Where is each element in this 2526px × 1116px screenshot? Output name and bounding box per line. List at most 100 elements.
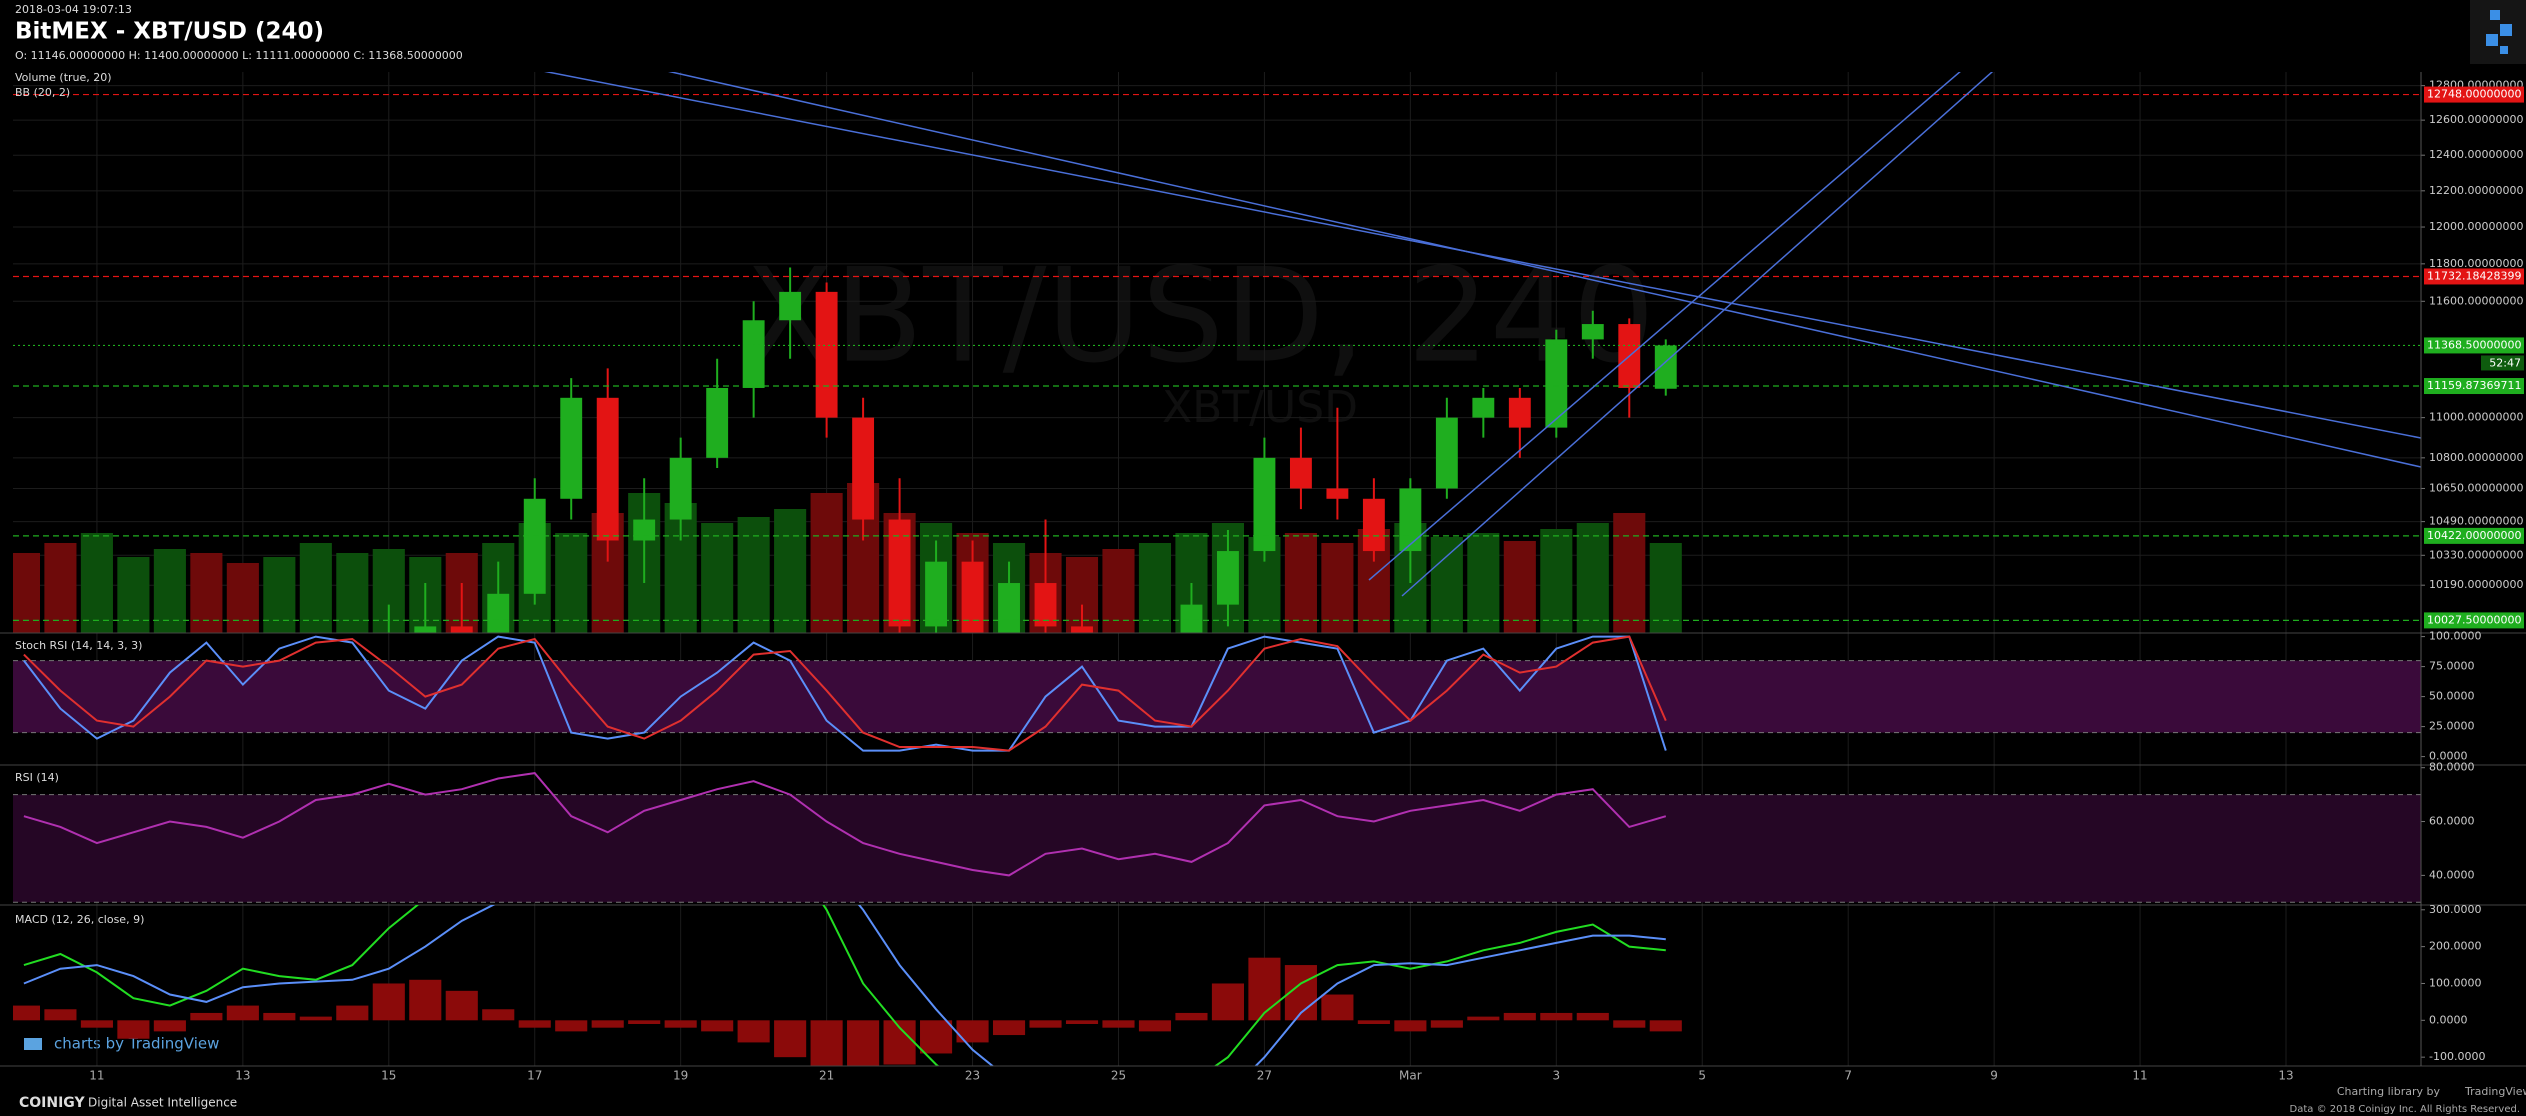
y-tick-label: 100.0000 [2429, 976, 2482, 989]
candle-body [706, 387, 729, 458]
volume-bar [1576, 523, 1609, 633]
y-tick-label: 11000.00000000 [2429, 411, 2523, 424]
brand: COINIGY [19, 1095, 85, 1111]
candle-body [1034, 583, 1057, 627]
volume-bar [555, 533, 588, 633]
library-name: TradingView [2464, 1085, 2526, 1098]
y-tick-label: 12600.00000000 [2429, 113, 2523, 126]
timestamp: 2018-03-04 19:07:13 [15, 3, 132, 16]
y-tick-label: 10650.00000000 [2429, 481, 2523, 494]
price-tag-label: 11368.50000000 [2427, 338, 2521, 351]
candle-body [1508, 397, 1531, 428]
panel-title: MACD (12, 26, close, 9) [15, 913, 144, 926]
price-tag [2424, 268, 2524, 285]
histogram-bar [336, 1005, 369, 1021]
volume-bar [1102, 549, 1135, 633]
countdown: 52:47 [2489, 356, 2521, 369]
candle-body [742, 320, 765, 388]
volume-bar [1649, 543, 1682, 633]
y-tick-label: -100.0000 [2429, 1050, 2485, 1063]
candle-body [815, 291, 838, 418]
histogram-bar [482, 1009, 515, 1021]
y-tick-label: 25.0000 [2429, 720, 2475, 733]
histogram-bar [518, 1020, 551, 1028]
histogram-bar [847, 1020, 880, 1066]
y-tick-label: 60.0000 [2429, 815, 2475, 828]
x-tick-label: 11 [2132, 1069, 2147, 1083]
histogram-bar [664, 1020, 697, 1028]
chart-title: BitMEX - XBT/USD (240) [15, 19, 324, 45]
histogram-bar [409, 979, 442, 1021]
price-tag [2424, 612, 2524, 629]
y-tick-label: 75.0000 [2429, 660, 2475, 673]
histogram-bar [628, 1020, 661, 1024]
candle-body [414, 626, 437, 633]
y-tick-label: 10800.00000000 [2429, 451, 2523, 464]
histogram-bar [44, 1009, 77, 1021]
candle-body [1217, 551, 1239, 605]
tv-credit: charts by TradingView [54, 1035, 219, 1053]
candle-body [1180, 604, 1203, 633]
candle-body [852, 417, 875, 520]
volume-bar [44, 543, 77, 633]
countdown-box [2481, 355, 2524, 371]
y-tick-label: 50.0000 [2429, 690, 2475, 703]
histogram-bar [774, 1020, 807, 1058]
x-tick-label: 21 [819, 1069, 834, 1083]
volume-bar [810, 493, 843, 633]
candle-body [560, 397, 583, 499]
histogram-bar [1357, 1020, 1390, 1024]
x-tick-label: 11 [89, 1069, 104, 1083]
price-tag-label: 12748.00000000 [2427, 88, 2521, 101]
y-tick-label: 200.0000 [2429, 940, 2482, 953]
volume-bar [226, 563, 259, 633]
volume-bar [336, 553, 369, 633]
x-tick-label: 17 [527, 1069, 542, 1083]
volume-bar [774, 509, 807, 633]
histogram-bar [80, 1020, 113, 1028]
histogram-bar [1394, 1020, 1427, 1032]
candle-body [596, 397, 619, 541]
histogram-bar [1613, 1020, 1646, 1028]
candle-body [450, 626, 473, 633]
trend-line [668, 72, 2421, 468]
indicator-line [23, 635, 1667, 752]
candle-body [1435, 417, 1458, 489]
y-tick-label: 12400.00000000 [2429, 148, 2523, 161]
volume-bar [1138, 543, 1172, 633]
trend-line [1401, 72, 1994, 597]
histogram-bar [920, 1020, 953, 1054]
histogram-bar [1321, 994, 1354, 1021]
histogram-bar [1211, 983, 1244, 1021]
watermark: XBT/USD, 240 [745, 240, 1655, 392]
histogram-bar [810, 1020, 843, 1066]
panel-title: Stoch RSI (14, 14, 3, 3) [15, 639, 142, 652]
candle-body [1362, 498, 1385, 552]
x-tick-label: 23 [965, 1069, 980, 1083]
histogram-bar [299, 1016, 332, 1021]
volume-bar [299, 543, 332, 633]
x-tick-label: 13 [235, 1069, 250, 1083]
y-tick-label: 0.0000 [2429, 1013, 2468, 1026]
candle-body [925, 561, 948, 627]
y-tick-label: 10490.00000000 [2429, 515, 2523, 528]
price-tag [2424, 86, 2524, 103]
panel-title: RSI (14) [15, 771, 59, 784]
y-tick-label: 80.0000 [2429, 761, 2475, 774]
histogram-bar [1503, 1012, 1536, 1021]
footer: charts by TradingView COINIGY Digital As… [19, 1035, 2526, 1116]
histogram-bar [372, 983, 405, 1021]
copyright: Data © 2018 Coinigy Inc. All Rights Rese… [2290, 1104, 2520, 1115]
histogram-bar [1065, 1020, 1099, 1024]
histogram-bar [153, 1020, 186, 1032]
candle-body [1326, 488, 1349, 499]
indicator-line [23, 772, 1667, 877]
y-tick-label: 10190.00000000 [2429, 578, 2523, 591]
candle-body [1399, 488, 1422, 552]
candle-body [1654, 345, 1677, 389]
candle-body [961, 561, 984, 633]
x-tick-label: 15 [381, 1069, 396, 1083]
candle-body [523, 498, 546, 594]
x-tick-label: 27 [1257, 1069, 1272, 1083]
volume-bar [1321, 543, 1354, 633]
